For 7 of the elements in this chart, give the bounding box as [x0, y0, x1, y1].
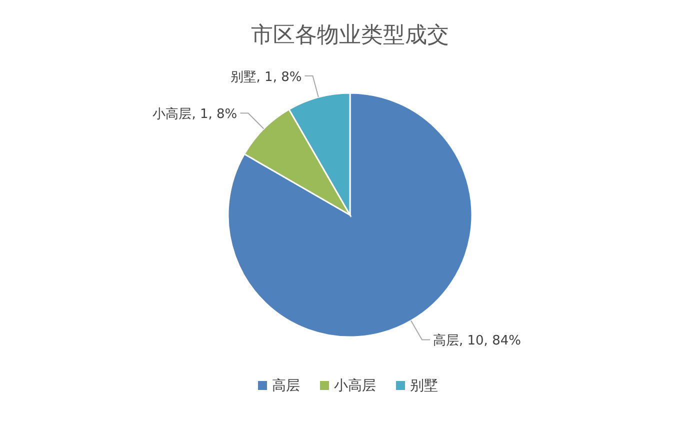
- legend-label: 别墅: [410, 378, 438, 394]
- data-label: 别墅, 1, 8%: [230, 70, 302, 85]
- data-label: 小高层, 1, 8%: [152, 106, 238, 122]
- chart-title: 市区各物业类型成交: [251, 23, 449, 48]
- data-label: 高层, 10, 84%: [433, 332, 521, 349]
- legend-label: 高层: [272, 378, 300, 394]
- legend-label: 小高层: [334, 378, 376, 394]
